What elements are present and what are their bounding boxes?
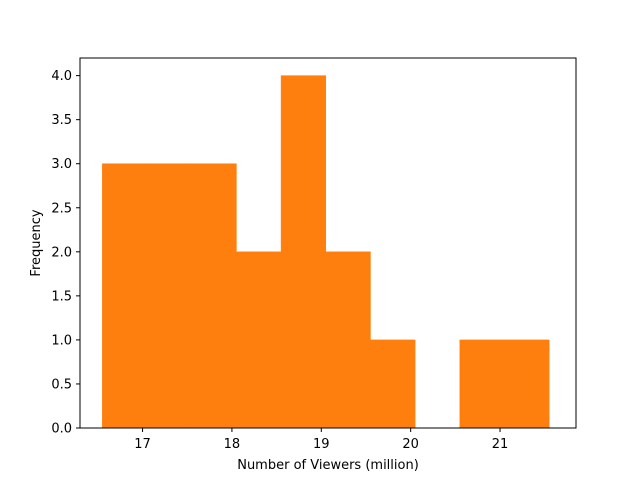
x-tick-label-0: 17 [134,437,151,452]
histogram-bar-8 [459,339,505,429]
plot-frame [79,57,577,429]
y-tick-label-1: 0.5 [51,377,72,392]
x-axis-ticks: 17 18 19 20 21 [134,428,508,452]
x-tick-label-1: 18 [224,437,241,452]
histogram-bar-0 [102,163,148,429]
y-tick-label-7: 3.5 [51,113,72,128]
histogram-bar-9 [504,339,550,429]
histogram-bar-4 [280,75,327,429]
histogram-bar-2 [191,163,237,429]
y-tick-label-3: 1.5 [51,289,72,304]
histogram-bar-3 [236,251,282,429]
histogram-bar-5 [325,251,371,429]
x-tick-label-3: 20 [402,437,419,452]
histogram-bar-1 [146,163,192,429]
y-tick-label-6: 3.0 [51,157,72,172]
histogram-bars [102,75,550,429]
y-tick-label-4: 2.0 [51,245,72,260]
y-tick-label-5: 2.5 [51,201,72,216]
y-tick-label-0: 0.0 [51,422,72,437]
x-tick-label-4: 21 [492,437,509,452]
x-axis-label: Number of Viewers (million) [237,458,419,473]
y-tick-label-2: 1.0 [51,333,72,348]
histogram-bar-6 [370,339,416,429]
x-tick-label-2: 19 [313,437,330,452]
y-axis-label: Frequency [29,209,44,276]
y-tick-label-8: 4.0 [51,69,72,84]
y-axis-ticks: 0.0 0.5 1.0 1.5 2.0 2.5 3.0 3.5 4.0 [51,69,80,437]
